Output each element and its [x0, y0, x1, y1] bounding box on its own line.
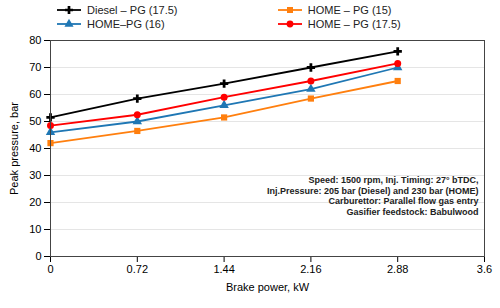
svg-text:0: 0 — [35, 250, 41, 262]
svg-text:Peak pressure, bar: Peak pressure, bar — [8, 102, 20, 195]
html-text:Diesel – PG (17.5): Diesel – PG (17.5) — [87, 4, 178, 16]
html-text:HOME – PG (15): HOME – PG (15) — [307, 4, 392, 16]
svg-text:0.72: 0.72 — [127, 263, 148, 275]
html-text:HOME–PG (16): HOME–PG (16) — [87, 18, 165, 30]
svg-text:2.88: 2.88 — [387, 263, 408, 275]
svg-text:0: 0 — [47, 263, 53, 275]
svg-text:20: 20 — [29, 196, 41, 208]
svg-text:3.6: 3.6 — [477, 263, 492, 275]
svg-text:2.16: 2.16 — [300, 263, 321, 275]
svg-text:Speed: 1500 rpm, Inj. Timing:: Speed: 1500 rpm, Inj. Timing: 27° bTDC,I… — [267, 175, 479, 216]
html-text:HOME – PG (17.5): HOME – PG (17.5) — [307, 18, 401, 30]
svg-text:Brake power, kW: Brake power, kW — [226, 281, 310, 293]
svg-text:30: 30 — [29, 169, 41, 181]
svg-text:70: 70 — [29, 61, 41, 73]
svg-text:80: 80 — [29, 34, 41, 46]
svg-text:40: 40 — [29, 142, 41, 154]
svg-text:1.44: 1.44 — [213, 263, 234, 275]
svg-text:10: 10 — [29, 223, 41, 235]
svg-text:60: 60 — [29, 88, 41, 100]
svg-text:50: 50 — [29, 115, 41, 127]
